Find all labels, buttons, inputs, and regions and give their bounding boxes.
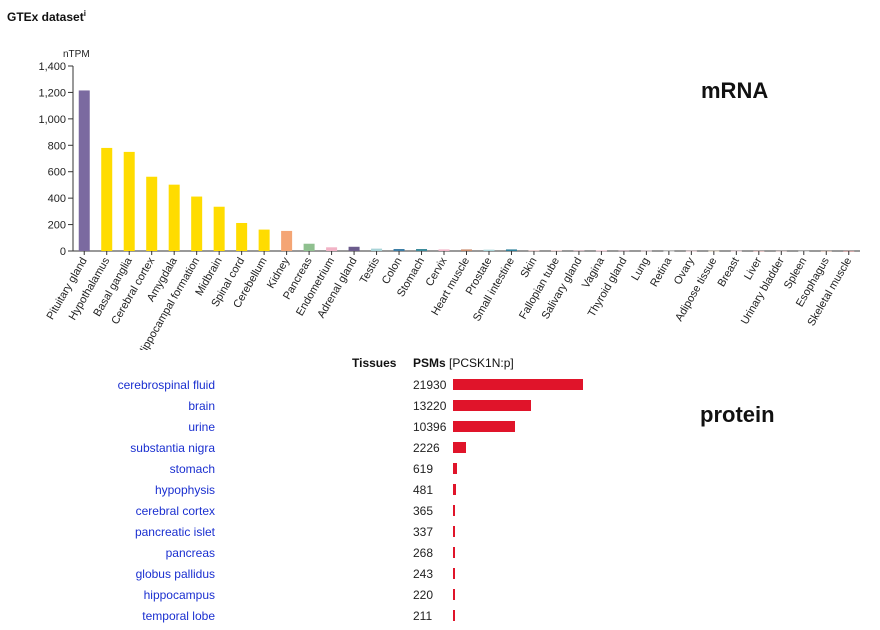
mrna-bar (573, 250, 585, 252)
mrna-bar-chart: nTPM02004006008001,0001,2001,400Pituitar… (38, 49, 860, 350)
mrna-bar (258, 229, 270, 251)
tissue-link[interactable]: temporal lobe (142, 609, 215, 623)
mrna-bar (146, 176, 158, 251)
protein-bar (453, 589, 455, 600)
x-tick-label: Breast (716, 256, 742, 290)
mrna-label: mRNA (701, 78, 769, 103)
tissue-link[interactable]: globus pallidus (135, 567, 215, 581)
mrna-bar (461, 249, 472, 251)
tissue-link[interactable]: cerebrospinal fluid (117, 378, 215, 392)
mrna-bar (123, 151, 135, 251)
protein-row: hypophysis 481 (0, 483, 700, 504)
psm-suffix: [PCSK1N:p] (449, 356, 514, 370)
psm-value: 337 (413, 525, 434, 539)
mrna-bar (213, 206, 225, 251)
mrna-bar (528, 250, 540, 252)
protein-bar (453, 421, 515, 432)
protein-row: hippocampus 220 (0, 588, 700, 609)
tissue-link[interactable]: urine (188, 420, 215, 434)
protein-bar (453, 505, 456, 516)
info-icon[interactable]: i (83, 9, 86, 18)
mrna-bar (281, 230, 293, 251)
mrna-bar (236, 222, 248, 251)
x-tick-label: Retina (648, 255, 675, 289)
protein-bar (453, 379, 583, 390)
y-axis-unit: nTPM (63, 49, 90, 60)
tissue-link[interactable]: cerebral cortex (135, 504, 215, 518)
mrna-bar (303, 243, 315, 251)
protein-bar (453, 547, 455, 558)
tissue-link[interactable]: hypophysis (154, 483, 215, 497)
protein-row: pancreatic islet 337 (0, 525, 700, 546)
x-tick-label: Testis (358, 255, 383, 286)
psm-value: 481 (413, 483, 434, 497)
protein-row: substantia nigra 2226 (0, 441, 700, 462)
tissue-link[interactable]: substantia nigra (130, 441, 215, 455)
psm-value: 10396 (413, 420, 447, 434)
protein-label: protein (700, 402, 775, 427)
protein-bar (453, 526, 455, 537)
psm-column-header: PSMs [PCSK1N:p] (413, 356, 514, 370)
y-tick-label: 1,200 (38, 87, 66, 99)
x-tick-label: Skin (518, 256, 539, 281)
protein-bar (453, 463, 457, 474)
psm-value: 21930 (413, 378, 447, 392)
y-tick-label: 400 (48, 193, 66, 205)
mrna-bar (595, 250, 607, 252)
mrna-bar (371, 248, 383, 251)
tissue-link[interactable]: brain (188, 399, 215, 413)
mrna-bar (618, 250, 630, 252)
chart-title: GTEx dataseti (7, 9, 86, 24)
psm-value: 13220 (413, 399, 447, 413)
protein-bar (453, 442, 467, 453)
mrna-bar (101, 147, 113, 251)
protein-bar (453, 484, 456, 495)
mrna-bar (483, 249, 495, 251)
y-tick-label: 600 (48, 167, 66, 179)
y-tick-label: 1,400 (38, 61, 66, 73)
mrna-bar (416, 249, 428, 251)
y-tick-label: 1,000 (38, 114, 66, 126)
tissues-column-header: Tissues (352, 356, 397, 370)
x-tick-label: Lung (629, 256, 652, 283)
mrna-bar (191, 196, 203, 251)
protein-row: urine 10396 (0, 420, 700, 441)
tissue-link[interactable]: pancreatic islet (134, 525, 215, 539)
x-tick-label: Urinary bladder (739, 255, 787, 326)
tissue-link[interactable]: hippocampus (143, 588, 215, 602)
protein-row: cerebral cortex 365 (0, 504, 700, 525)
psm-value: 619 (413, 462, 434, 476)
protein-row: stomach 619 (0, 462, 700, 483)
mrna-bar (393, 249, 405, 251)
tissue-link[interactable]: stomach (169, 462, 215, 476)
protein-row: cerebrospinal fluid 21930 (0, 378, 700, 399)
psm-value: 365 (413, 504, 434, 518)
mrna-bar (505, 249, 517, 251)
mrna-bar (438, 249, 450, 251)
protein-row: pancreas 268 (0, 546, 700, 567)
mrna-bar (168, 184, 180, 251)
psm-value: 2226 (413, 441, 440, 455)
y-tick-label: 800 (48, 140, 66, 152)
protein-bar (453, 400, 532, 411)
protein-row: globus pallidus 243 (0, 567, 700, 588)
y-tick-label: 200 (48, 220, 66, 232)
protein-bar (453, 610, 455, 621)
mrna-bar (348, 246, 360, 251)
psm-value: 211 (413, 609, 433, 623)
mrna-bar (326, 247, 338, 251)
mrna-bar (550, 250, 562, 252)
x-tick-label: Liver (742, 255, 764, 282)
psm-value: 220 (413, 588, 434, 602)
y-tick-label: 0 (60, 246, 66, 258)
psm-value: 243 (413, 567, 434, 581)
psm-value: 268 (413, 546, 434, 560)
protein-row: brain 13220 (0, 399, 700, 420)
protein-row: temporal lobe 211 (0, 609, 700, 630)
protein-bar (453, 568, 455, 579)
tissue-link[interactable]: pancreas (165, 546, 215, 560)
mrna-bar (78, 90, 90, 251)
